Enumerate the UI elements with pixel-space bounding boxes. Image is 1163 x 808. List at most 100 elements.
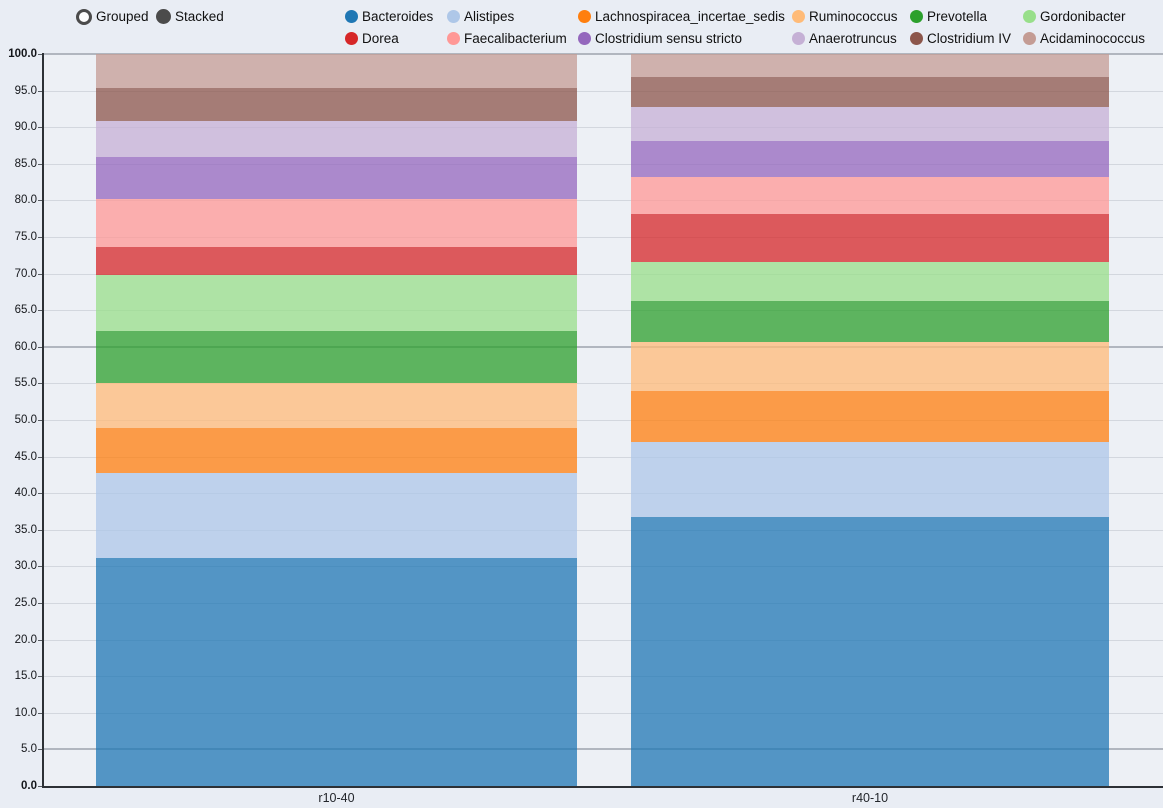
bar-segment-faecalibacterium[interactable] (96, 198, 577, 247)
grouped-toggle[interactable]: Grouped (76, 8, 149, 25)
bar-segment-clostridium-sensu-stricto[interactable] (631, 141, 1109, 177)
y-tick-label: 0.0 (21, 780, 37, 792)
gridline (44, 383, 1163, 385)
bar-segment-anaerotruncus[interactable] (96, 121, 577, 158)
legend-swatch-icon (345, 10, 358, 23)
gridline (44, 163, 1163, 165)
bar-segment-clostridium-sensu-stricto[interactable] (96, 157, 577, 199)
bar-segment-lachnospiracea-incertae-sedis[interactable] (631, 391, 1109, 442)
gridline (44, 456, 1163, 458)
y-tick-mark (38, 237, 43, 238)
gridline (44, 748, 1163, 751)
y-tick-mark (38, 566, 43, 568)
bar-segment-ruminococcus[interactable] (631, 342, 1109, 392)
legend-item[interactable]: Clostridium sensu stricto (578, 31, 742, 46)
y-tick-label: 30.0 (14, 560, 37, 573)
bar-segment-gordonibacter[interactable] (631, 261, 1109, 301)
y-tick-mark (38, 200, 43, 202)
y-tick-mark (38, 529, 43, 531)
gridline (44, 493, 1163, 495)
bar-segment-clostridium-iv[interactable] (96, 87, 577, 122)
y-tick-mark (38, 310, 43, 312)
y-tick-label: 80.0 (14, 194, 37, 207)
y-tick-label: 20.0 (14, 633, 37, 646)
stacked-toggle[interactable]: Stacked (156, 8, 224, 25)
bar-segment-lachnospiracea-incertae-sedis[interactable] (96, 428, 577, 473)
bar-segment-bacteroides[interactable] (96, 558, 577, 786)
legend-item[interactable]: Lachnospiracea_incertae_sedis (578, 9, 785, 24)
grouped-toggle-label: Grouped (96, 9, 149, 24)
y-tick-mark (38, 493, 43, 495)
gridline (44, 603, 1163, 604)
gridline (44, 90, 1163, 92)
bar-segment-alistipes[interactable] (631, 441, 1109, 517)
legend-item[interactable]: Ruminococcus (792, 9, 898, 24)
bar-segment-clostridium-iv[interactable] (631, 77, 1109, 107)
gridline (44, 127, 1163, 129)
legend-item-label: Gordonibacter (1040, 9, 1126, 24)
bar-segment-bacteroides[interactable] (631, 516, 1109, 786)
y-tick-mark (38, 383, 43, 385)
bar-segment-acidaminococcus[interactable] (631, 54, 1109, 78)
gridline (44, 529, 1163, 531)
y-tick-label: 60.0 (14, 340, 37, 353)
bar-segment-ruminococcus[interactable] (96, 382, 577, 429)
gridline (44, 53, 1163, 55)
gridline (44, 566, 1163, 568)
legend-swatch-icon (792, 10, 805, 23)
bar-segment-alistipes[interactable] (96, 472, 577, 559)
legend-item[interactable]: Anaerotruncus (792, 31, 897, 46)
stacked-toggle-label: Stacked (175, 9, 224, 24)
y-tick-label: 10.0 (14, 706, 37, 719)
y-tick-label: 70.0 (14, 267, 37, 280)
bar-segment-prevotella[interactable] (631, 300, 1109, 343)
bar-segment-dorea[interactable] (631, 213, 1109, 262)
legend-item-label: Lachnospiracea_incertae_sedis (595, 9, 785, 24)
y-tick-mark (38, 786, 43, 787)
gridline (44, 420, 1163, 421)
y-tick-mark (38, 273, 43, 275)
x-tick-label: r10-40 (318, 791, 355, 805)
legend-item[interactable]: Faecalibacterium (447, 31, 567, 46)
radio-unselected-icon[interactable] (76, 8, 92, 25)
legend-item[interactable]: Gordonibacter (1023, 9, 1126, 24)
legend-item-label: Dorea (362, 31, 399, 46)
y-tick-label: 45.0 (14, 450, 37, 463)
bar-segment-dorea[interactable] (96, 246, 577, 276)
y-tick-mark (38, 676, 43, 678)
legend-item[interactable]: Prevotella (910, 9, 987, 24)
legend-item[interactable]: Acidaminococcus (1023, 31, 1145, 46)
y-tick-label: 5.0 (21, 743, 37, 756)
bar-segment-prevotella[interactable] (96, 330, 577, 383)
bar-segment-gordonibacter[interactable] (96, 275, 577, 331)
x-tick-label: r40-10 (851, 791, 889, 805)
bar-segment-acidaminococcus[interactable] (96, 54, 577, 88)
y-tick-mark (38, 90, 43, 92)
legend-swatch-icon (910, 32, 923, 45)
legend-item-label: Clostridium IV (927, 31, 1012, 46)
legend-item[interactable]: Bacteroides (345, 9, 433, 24)
y-tick-mark (38, 346, 43, 348)
radio-selected-icon[interactable] (156, 9, 171, 24)
legend-swatch-icon (1023, 10, 1036, 23)
legend-item[interactable]: Alistipes (447, 9, 514, 24)
legend-item-label: Bacteroides (362, 9, 434, 24)
legend-item[interactable]: Clostridium IV (910, 31, 1011, 46)
legend-item[interactable]: Dorea (345, 31, 399, 46)
bar-segment-faecalibacterium[interactable] (631, 176, 1109, 214)
gridline (44, 200, 1163, 202)
y-tick-mark (38, 163, 43, 165)
gridline (44, 712, 1163, 714)
y-tick-mark (38, 749, 43, 751)
y-tick-mark (38, 639, 43, 641)
bar-segment-anaerotruncus[interactable] (631, 106, 1109, 142)
x-axis-line (42, 786, 1163, 788)
y-tick-label: 50.0 (14, 414, 37, 426)
y-tick-label: 90.0 (14, 121, 37, 134)
legend-swatch-icon (910, 10, 923, 23)
gridline (44, 676, 1163, 678)
y-tick-label: 65.0 (14, 304, 37, 317)
legend-item-label: Prevotella (927, 9, 988, 24)
y-tick-mark (38, 603, 43, 604)
